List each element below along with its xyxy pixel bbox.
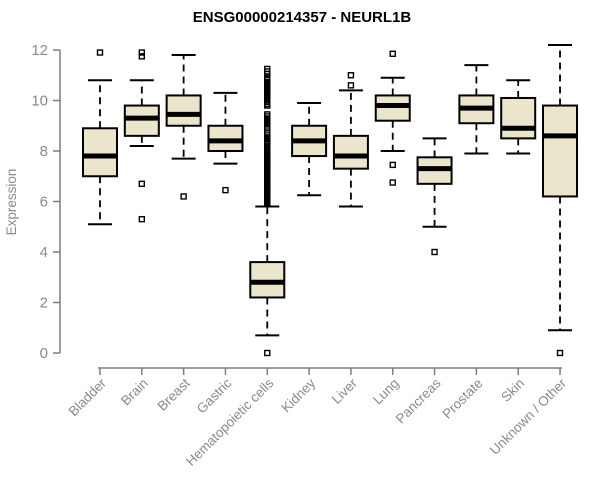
outlier-point bbox=[431, 248, 438, 256]
iqr-box bbox=[542, 104, 579, 198]
box-group bbox=[82, 49, 118, 226]
y-tick-label: 6 bbox=[40, 194, 48, 211]
box-group bbox=[500, 79, 537, 155]
y-tick-label: 0 bbox=[40, 345, 48, 362]
outlier-point bbox=[389, 161, 396, 169]
y-tick-label: 12 bbox=[31, 42, 48, 59]
iqr-box bbox=[500, 96, 537, 140]
x-category-label: Bladder bbox=[66, 375, 110, 419]
iqr-box bbox=[123, 104, 160, 137]
boxes bbox=[82, 43, 579, 357]
x-category-label: Kidney bbox=[278, 375, 318, 415]
x-category-label: Pancreas bbox=[393, 375, 444, 426]
box-group bbox=[123, 49, 160, 223]
x-category-label: Breast bbox=[155, 375, 193, 413]
x-category-label: Prostate bbox=[439, 376, 485, 422]
y-tick-label: 4 bbox=[40, 244, 48, 261]
iqr-box bbox=[249, 261, 286, 299]
y-tick-label: 8 bbox=[40, 143, 48, 160]
iqr-box bbox=[165, 94, 202, 127]
outlier-point bbox=[264, 199, 271, 206]
outlier-point bbox=[347, 82, 355, 89]
iqr-box bbox=[82, 127, 118, 178]
box-group bbox=[458, 64, 495, 155]
outlier-point bbox=[389, 50, 396, 57]
x-category-label: Skin bbox=[498, 376, 527, 405]
x-category-label: Unknown / Other bbox=[487, 375, 570, 458]
iqr-box bbox=[207, 124, 244, 152]
outlier-point bbox=[138, 215, 146, 223]
x-category-label: Brain bbox=[118, 376, 151, 409]
outlier-point bbox=[347, 72, 355, 79]
outlier-point bbox=[138, 49, 146, 56]
box-group bbox=[249, 65, 286, 357]
outlier-point bbox=[138, 180, 146, 188]
outlier-point bbox=[96, 49, 104, 56]
iqr-box bbox=[332, 134, 369, 170]
y-tick-label: 10 bbox=[31, 93, 48, 110]
box-group bbox=[542, 43, 579, 357]
outlier-point bbox=[556, 349, 564, 357]
box-group bbox=[374, 50, 411, 186]
outlier-point bbox=[222, 186, 229, 194]
outlier-point bbox=[264, 349, 271, 357]
y-axis-label: Expression bbox=[4, 169, 19, 236]
box-group bbox=[332, 72, 369, 208]
box-group bbox=[207, 91, 244, 194]
chart-title: ENSG00000214357 - NEURL1B bbox=[193, 9, 412, 26]
y-tick-label: 2 bbox=[40, 295, 48, 312]
outlier-point bbox=[180, 193, 187, 200]
box-group bbox=[291, 102, 328, 197]
outlier-point bbox=[389, 179, 396, 186]
outlier-point bbox=[264, 70, 271, 78]
outlier-point bbox=[138, 53, 146, 60]
x-category-label: Lung bbox=[370, 376, 402, 408]
x-category-label: Gastric bbox=[194, 375, 235, 416]
box-group bbox=[165, 54, 202, 200]
x-category-label: Liver bbox=[329, 375, 361, 407]
outlier-point bbox=[264, 102, 271, 109]
box-group bbox=[416, 137, 453, 256]
iqr-box bbox=[374, 94, 411, 122]
